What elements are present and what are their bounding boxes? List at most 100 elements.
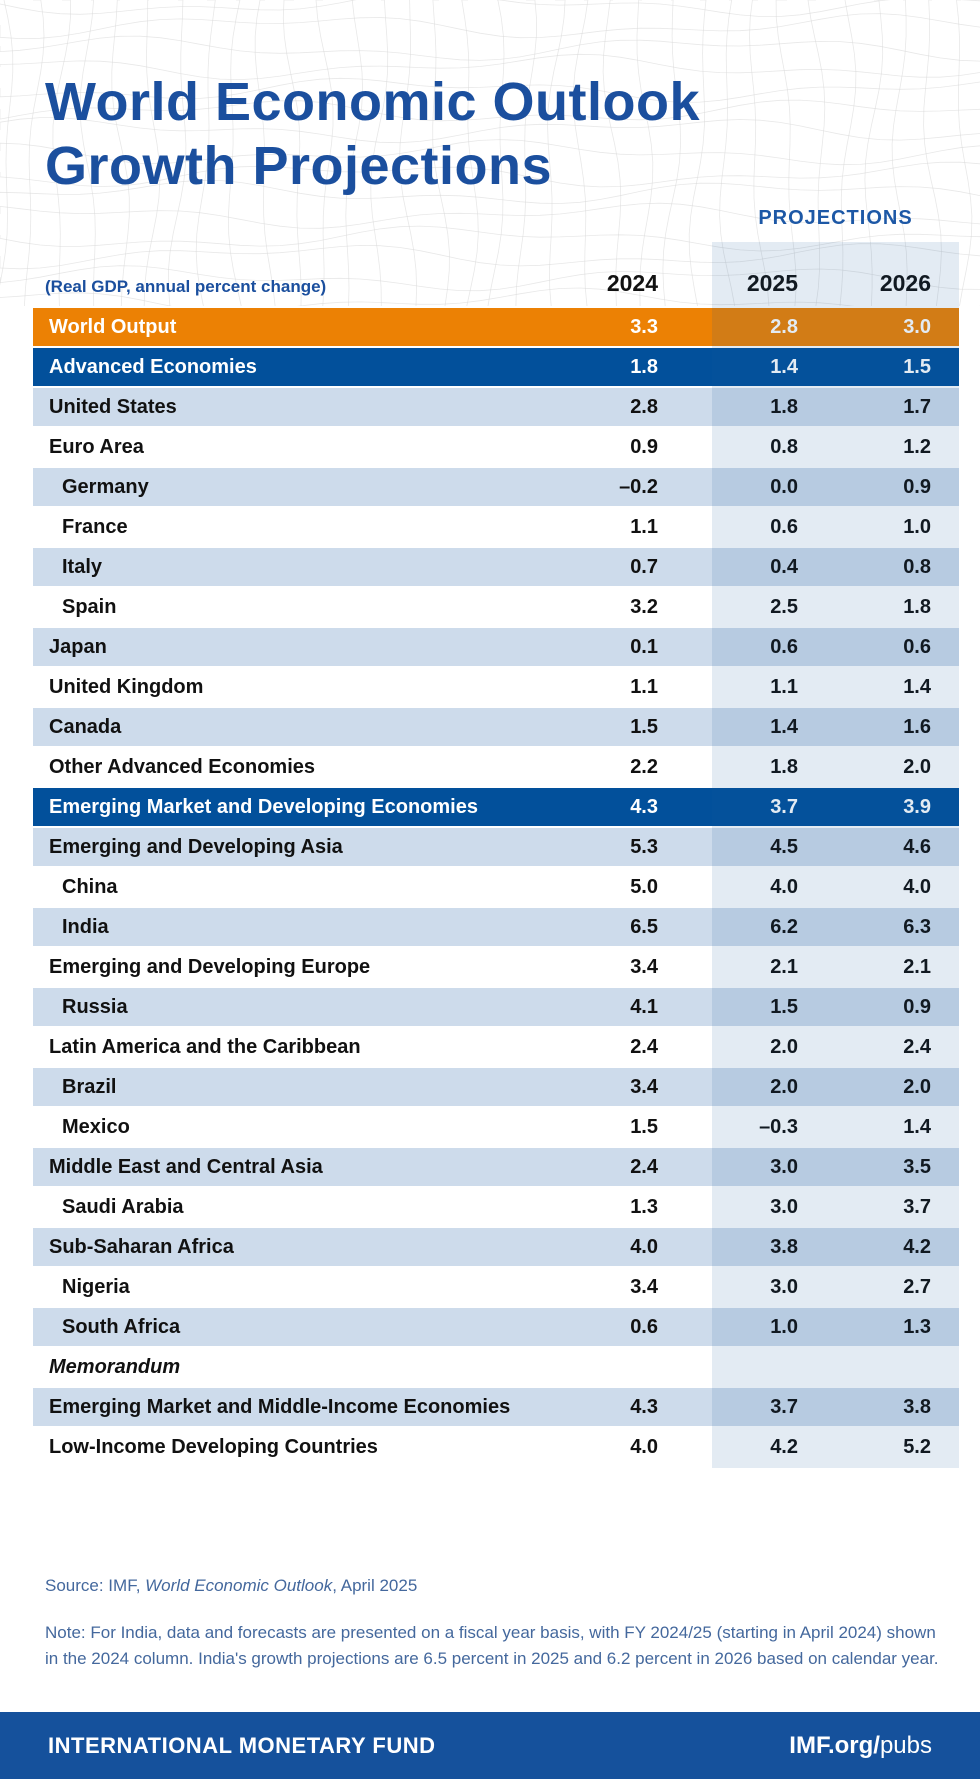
- value-2026: 5.2: [903, 1435, 931, 1458]
- imf-wordmark: INTERNATIONAL MONETARY FUND: [48, 1732, 436, 1758]
- value-2024: 4.0: [630, 1435, 658, 1458]
- value-2024: –0.2: [619, 475, 658, 498]
- growth-table: World Output 3.3 2.8 3.0 Advanced Econom…: [33, 308, 959, 1468]
- source-suffix: , April 2025: [332, 1576, 418, 1595]
- table-row: Memorandum: [33, 1348, 959, 1386]
- table-row: Emerging Market and Middle-Income Econom…: [33, 1388, 959, 1426]
- table-row: Canada 1.5 1.4 1.6: [33, 708, 959, 746]
- value-2024: 1.5: [630, 715, 658, 738]
- value-2024: 4.3: [630, 1395, 658, 1418]
- row-label: Emerging Market and Middle-Income Econom…: [49, 1395, 511, 1418]
- table-row: India 6.5 6.2 6.3: [33, 908, 959, 946]
- value-2024: 3.4: [630, 1275, 658, 1298]
- row-label: Euro Area: [49, 435, 144, 458]
- value-2024: 3.2: [630, 595, 658, 618]
- table-row: China 5.0 4.0 4.0: [33, 868, 959, 906]
- value-2025: 1.0: [770, 1315, 798, 1338]
- table-row: Emerging and Developing Europe 3.4 2.1 2…: [33, 948, 959, 986]
- value-2026: 1.7: [903, 395, 931, 418]
- mesh-background: [0, 0, 980, 306]
- source-line: Source: IMF, World Economic Outlook, Apr…: [45, 1576, 417, 1596]
- value-2024: 1.1: [630, 675, 658, 698]
- row-label: Saudi Arabia: [62, 1195, 184, 1218]
- value-2025: 1.5: [770, 995, 798, 1018]
- footnote: Note: For India, data and forecasts are …: [45, 1623, 939, 1668]
- value-2026: 1.2: [903, 435, 931, 458]
- value-2026: 1.4: [903, 675, 931, 698]
- value-2025: 3.8: [770, 1235, 798, 1258]
- table-row: Nigeria 3.4 3.0 2.7: [33, 1268, 959, 1306]
- table-row: United States 2.8 1.8 1.7: [33, 388, 959, 426]
- imf-url: IMF.org/pubs: [789, 1732, 932, 1760]
- value-2026: 2.7: [903, 1275, 931, 1298]
- value-2024: 1.5: [630, 1115, 658, 1138]
- value-2024: 4.3: [630, 795, 658, 818]
- table-row: France 1.1 0.6 1.0: [33, 508, 959, 546]
- row-label: South Africa: [62, 1315, 181, 1338]
- value-2025: 2.1: [770, 955, 798, 978]
- value-2026: 3.5: [903, 1155, 931, 1178]
- table-subtitle: (Real GDP, annual percent change): [45, 277, 327, 296]
- table-row: South Africa 0.6 1.0 1.3: [33, 1308, 959, 1346]
- value-2025: 1.4: [770, 715, 798, 738]
- value-2025: 0.8: [770, 435, 798, 458]
- value-2026: 2.0: [903, 1075, 931, 1098]
- value-2025: 1.4: [770, 355, 798, 378]
- table-row: Low-Income Developing Countries 4.0 4.2 …: [33, 1428, 959, 1466]
- row-label: United States: [49, 395, 177, 418]
- row-label: Low-Income Developing Countries: [49, 1435, 378, 1458]
- row-label: Memorandum: [49, 1355, 181, 1378]
- column-header-row: (Real GDP, annual percent change) 2024 2…: [33, 242, 959, 306]
- row-label: India: [62, 915, 109, 938]
- value-2026: 2.0: [903, 755, 931, 778]
- table-row: United Kingdom 1.1 1.1 1.4: [33, 668, 959, 706]
- table-row: Mexico 1.5 –0.3 1.4: [33, 1108, 959, 1146]
- table-row: Japan 0.1 0.6 0.6: [33, 628, 959, 666]
- value-2025: 4.0: [770, 875, 798, 898]
- value-2024: 2.2: [630, 755, 658, 778]
- value-2026: 3.8: [903, 1395, 931, 1418]
- value-2025: 0.0: [770, 475, 798, 498]
- table-row: Euro Area 0.9 0.8 1.2: [33, 428, 959, 466]
- value-2024: 6.5: [630, 915, 658, 938]
- table-row: Germany –0.2 0.0 0.9: [33, 468, 959, 506]
- table-row: Emerging Market and Developing Economies…: [33, 788, 959, 826]
- source-publication: World Economic Outlook: [145, 1576, 333, 1595]
- row-label: Emerging and Developing Europe: [49, 955, 371, 978]
- row-label: World Output: [49, 315, 177, 338]
- value-2026: 0.8: [903, 555, 931, 578]
- row-label: Other Advanced Economies: [49, 755, 315, 778]
- year-column-2025: 2025: [746, 270, 798, 296]
- table-row: Brazil 3.4 2.0 2.0: [33, 1068, 959, 1106]
- value-2025: 3.0: [770, 1275, 798, 1298]
- value-2024: 2.8: [630, 395, 658, 418]
- row-label: Latin America and the Caribbean: [49, 1035, 361, 1058]
- table-row: World Output 3.3 2.8 3.0: [33, 308, 959, 346]
- title-line-1: World Economic Outlook: [45, 72, 701, 133]
- value-2026: 0.6: [903, 635, 931, 658]
- value-2024: 2.4: [630, 1035, 658, 1058]
- table-row: Advanced Economies 1.8 1.4 1.5: [33, 348, 959, 386]
- value-2025: 3.7: [770, 795, 798, 818]
- value-2026: 2.4: [903, 1035, 931, 1058]
- value-2024: 2.4: [630, 1155, 658, 1178]
- row-label: Emerging and Developing Asia: [49, 835, 343, 858]
- value-2024: 0.9: [630, 435, 658, 458]
- title-line-2: Growth Projections: [45, 136, 553, 197]
- value-2024: 5.0: [630, 875, 658, 898]
- value-2026: 1.6: [903, 715, 931, 738]
- table-row: Emerging and Developing Asia 5.3 4.5 4.6: [33, 828, 959, 866]
- table-row: Sub-Saharan Africa 4.0 3.8 4.2: [33, 1228, 959, 1266]
- value-2025: –0.3: [759, 1115, 798, 1138]
- value-2024: 0.6: [630, 1315, 658, 1338]
- row-label: Brazil: [62, 1075, 117, 1098]
- table-row: Spain 3.2 2.5 1.8: [33, 588, 959, 626]
- value-2025: 4.5: [770, 835, 798, 858]
- value-2026: 4.6: [903, 835, 931, 858]
- row-label: Germany: [62, 475, 149, 498]
- row-label: Sub-Saharan Africa: [49, 1235, 234, 1258]
- row-label: Japan: [49, 635, 107, 658]
- value-2025: 3.7: [770, 1395, 798, 1418]
- row-label: Mexico: [62, 1115, 130, 1138]
- value-2026: 1.3: [903, 1315, 931, 1338]
